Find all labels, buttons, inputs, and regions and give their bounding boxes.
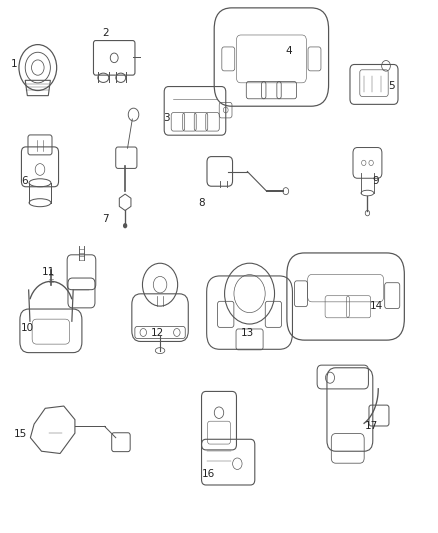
Text: 13: 13	[241, 328, 254, 338]
Text: 10: 10	[20, 322, 33, 333]
Text: 17: 17	[365, 421, 378, 431]
Text: 2: 2	[102, 28, 109, 38]
Text: 3: 3	[163, 112, 170, 123]
Text: 12: 12	[151, 328, 165, 338]
Text: 5: 5	[388, 81, 395, 91]
Text: 11: 11	[42, 267, 55, 277]
Text: 14: 14	[370, 301, 383, 311]
Text: 8: 8	[198, 198, 205, 208]
Text: 1: 1	[11, 60, 17, 69]
Text: 4: 4	[286, 46, 292, 56]
Circle shape	[123, 223, 127, 228]
Text: 15: 15	[14, 429, 27, 439]
Text: 9: 9	[373, 176, 379, 187]
Text: 6: 6	[21, 176, 28, 187]
Text: 7: 7	[102, 214, 109, 224]
Text: 16: 16	[201, 469, 215, 479]
